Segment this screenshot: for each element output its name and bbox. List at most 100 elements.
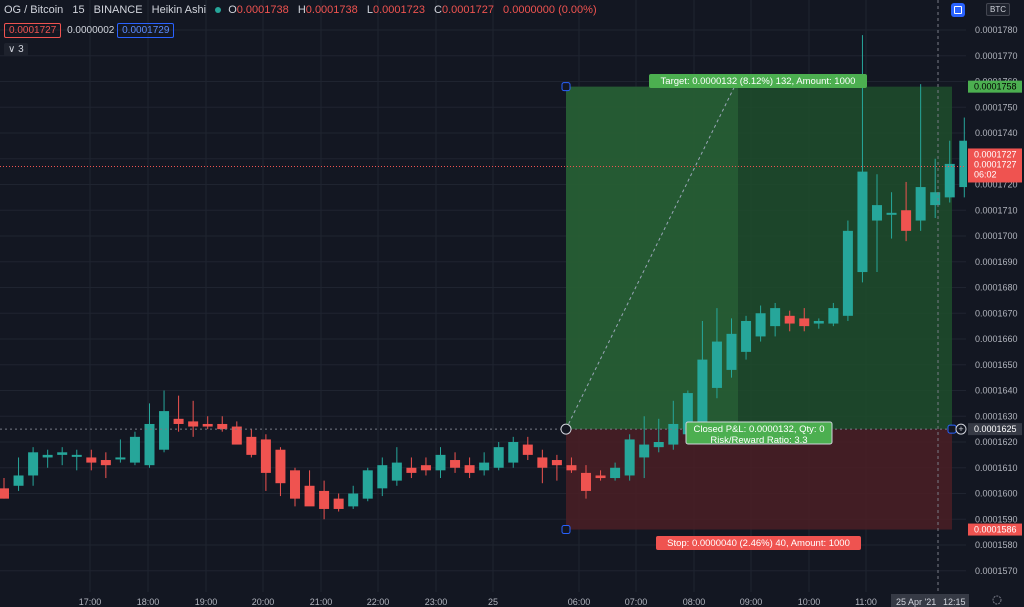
- stop-label[interactable]: Stop: 0.0000040 (2.46%) 40, Amount: 1000: [656, 536, 861, 550]
- entry-price-tag: 0.0001625: [968, 423, 1022, 436]
- drag-handle[interactable]: [561, 525, 571, 535]
- price-tick: 0.0001780: [975, 25, 1018, 35]
- low-value: 0.0001723: [372, 4, 425, 16]
- drag-handle[interactable]: [561, 82, 571, 92]
- time-axis[interactable]: 17:00 18:00 19:00 20:00 21:00 22:00 23:00 25 06:…: [0, 592, 1002, 607]
- entry-price-tag-text: 0.0001625: [974, 424, 1017, 434]
- candle-body: [901, 210, 912, 231]
- candle-body: [479, 462, 490, 471]
- legend-row: OG / Bitcoin 15 BINANCE Heikin Ashi O0.0…: [4, 4, 603, 16]
- low-label: L: [366, 4, 373, 16]
- candle-body: [784, 315, 795, 324]
- target-price-tag-text: 0.0001758: [974, 82, 1017, 92]
- buy-button[interactable]: 0.0001729: [117, 23, 175, 38]
- candle-body: [668, 423, 679, 445]
- price-tick: 0.0001740: [975, 128, 1018, 138]
- price-tick: 0.0001650: [975, 360, 1018, 370]
- candle-body: [828, 308, 839, 324]
- price-axis-bg: [967, 0, 1024, 607]
- price-tick: 0.0001770: [975, 51, 1018, 61]
- candle-body: [304, 485, 315, 507]
- current-price-tag-text: 0.0001727: [974, 159, 1017, 169]
- time-tick: 08:00: [683, 597, 706, 607]
- symbol-title[interactable]: OG / Bitcoin: [4, 4, 64, 16]
- pnl-label[interactable]: Closed P&L: 0.0000132, Qty: 0Risk/Reward…: [685, 421, 833, 446]
- candle-body: [915, 187, 926, 221]
- candle-body: [57, 452, 68, 455]
- sell-button[interactable]: 0.0001727: [4, 23, 62, 38]
- candle-body: [610, 467, 621, 479]
- symbol-interval[interactable]: 15: [72, 4, 85, 16]
- candle-body: [508, 442, 519, 463]
- price-tick: 0.0001630: [975, 411, 1018, 421]
- overlays: Target: 0.0000132 (8.12%) 132, Amount: 1…: [0, 0, 966, 592]
- candle-body: [0, 488, 9, 499]
- stop-price-tag: 0.0001586: [968, 523, 1022, 536]
- currency-button[interactable]: BTC: [986, 3, 1010, 16]
- change-value: 0.0000000 (0.00%): [503, 4, 597, 16]
- add-alert-icon[interactable]: [955, 423, 967, 435]
- price-tick: 0.0001620: [975, 437, 1018, 447]
- current-price-tag-bg: [968, 148, 1022, 183]
- target-label-text: Target: 0.0000132 (8.12%) 132, Amount: 1…: [661, 76, 856, 87]
- time-tick: 06:00: [568, 597, 591, 607]
- candle-body: [217, 423, 228, 430]
- profit-fill: [566, 86, 738, 430]
- target-price-tag: 0.0001758: [968, 80, 1022, 93]
- settings-icon[interactable]: [992, 595, 1002, 605]
- candle-body: [333, 498, 344, 509]
- high-label: H: [297, 4, 306, 16]
- candle-body: [144, 423, 155, 466]
- price-tick: 0.0001610: [975, 463, 1018, 473]
- open-label: O: [228, 4, 237, 16]
- time-axis-bg: [0, 592, 967, 607]
- candle-body: [28, 452, 39, 476]
- candle-body: [275, 449, 286, 484]
- candle-body: [697, 359, 708, 424]
- candle-body: [522, 444, 533, 455]
- price-tick: 0.0001680: [975, 283, 1018, 293]
- pnl-label-text: Closed P&L: 0.0000132, Qty: 0: [694, 424, 825, 435]
- price-axis[interactable]: 0.00017800.00017700.00017600.00017500.00…: [955, 0, 1024, 607]
- time-tick: 11:00: [855, 597, 877, 607]
- drag-handle[interactable]: [947, 424, 957, 434]
- chart-style: Heikin Ashi: [151, 4, 207, 16]
- time-tick: 22:00: [367, 597, 390, 607]
- candle-body: [42, 454, 53, 458]
- time-tick: 09:00: [740, 597, 763, 607]
- candle-body: [290, 470, 300, 499]
- candle-body: [173, 418, 184, 424]
- candle-body: [639, 444, 650, 458]
- price-tick: 0.0001670: [975, 308, 1018, 318]
- price-tick: 0.0001700: [975, 231, 1018, 241]
- price-tick: 0.0001720: [975, 180, 1018, 190]
- candle-body: [493, 447, 504, 468]
- candle-body: [246, 436, 257, 455]
- entry-handle[interactable]: [560, 423, 572, 435]
- candle-body: [930, 192, 941, 206]
- candle-body: [319, 490, 330, 509]
- snapshot-icon[interactable]: [951, 3, 965, 17]
- candle-body: [406, 467, 417, 473]
- candle-body: [770, 308, 781, 327]
- plus-icon: +: [958, 424, 963, 434]
- current-price-tag-text: 06:02: [974, 169, 997, 179]
- crosshair-date: 25 Apr '21: [896, 597, 936, 607]
- pnl-label-text: Risk/Reward Ratio: 3.3: [710, 435, 807, 446]
- time-tick: 07:00: [625, 597, 648, 607]
- target-label-bg: [649, 74, 867, 88]
- high-value: 0.0001738: [305, 4, 358, 16]
- price-tick: 0.0001690: [975, 257, 1018, 267]
- indicator-count: 3: [18, 44, 24, 55]
- price-tick: 0.0001710: [975, 205, 1018, 215]
- position-zones: [565, 81, 952, 530]
- target-label[interactable]: Target: 0.0000132 (8.12%) 132, Amount: 1…: [649, 74, 867, 88]
- time-tick: 25: [488, 597, 498, 607]
- candle-body: [115, 457, 126, 460]
- candle-body: [595, 475, 606, 479]
- indicators-collapse-button[interactable]: ∨ 3: [4, 43, 28, 56]
- close-label: C: [434, 4, 442, 16]
- stop-price-tag-text: 0.0001586: [974, 525, 1017, 535]
- time-tick: 17:00: [79, 597, 102, 607]
